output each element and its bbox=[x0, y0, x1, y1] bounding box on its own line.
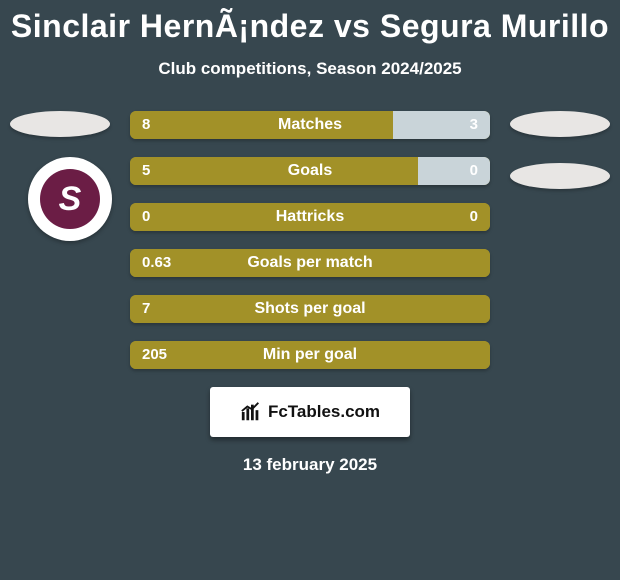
stat-bar-left-segment bbox=[130, 295, 490, 323]
stat-bar-row: 8Matches3 bbox=[130, 111, 490, 139]
stats-area: S 8Matches3 5Goals0 0Hattricks0 0.63Goals p… bbox=[0, 111, 620, 475]
player-avatar-right bbox=[510, 111, 610, 137]
stat-bar-row: 7Shots per goal bbox=[130, 295, 490, 323]
player-avatar-left bbox=[10, 111, 110, 137]
stat-bar-left-segment bbox=[130, 341, 490, 369]
stat-bar-right-segment bbox=[393, 111, 490, 139]
brand-text: FcTables.com bbox=[268, 402, 380, 422]
stat-bar-left-segment bbox=[130, 157, 418, 185]
stat-bar-right-segment bbox=[418, 157, 490, 185]
stat-bar-left-segment bbox=[130, 203, 490, 231]
stats-bars: 8Matches3 5Goals0 0Hattricks0 0.63Goals per… bbox=[130, 111, 490, 369]
club-badge-letter: S bbox=[40, 169, 100, 229]
club-badge-left: S bbox=[28, 157, 112, 241]
date-text: 13 february 2025 bbox=[0, 455, 620, 475]
chart-icon bbox=[240, 401, 262, 423]
stat-bar-row: 0.63Goals per match bbox=[130, 249, 490, 277]
stat-bar-row: 0Hattricks0 bbox=[130, 203, 490, 231]
stat-bar-row: 5Goals0 bbox=[130, 157, 490, 185]
club-avatar-right bbox=[510, 163, 610, 189]
page-title: Sinclair HernÃ¡ndez vs Segura Murillo bbox=[0, 0, 620, 45]
brand-logo[interactable]: FcTables.com bbox=[210, 387, 410, 437]
stat-bar-left-segment bbox=[130, 249, 490, 277]
stat-bar-row: 205Min per goal bbox=[130, 341, 490, 369]
page-subtitle: Club competitions, Season 2024/2025 bbox=[0, 59, 620, 79]
stat-bar-left-segment bbox=[130, 111, 393, 139]
